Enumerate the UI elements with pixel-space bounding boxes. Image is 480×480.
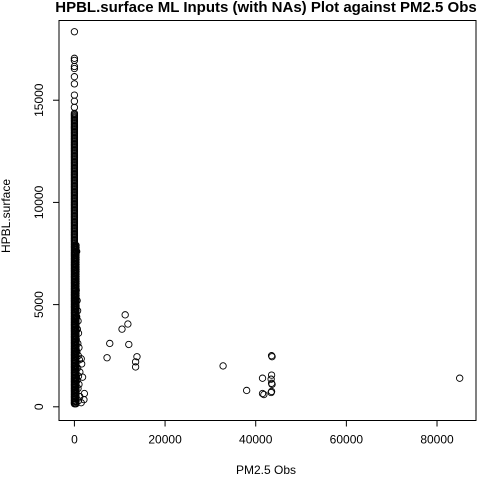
plot-frame (59, 21, 476, 421)
data-point-0-45 (122, 312, 128, 318)
data-point-0-6 (71, 81, 77, 87)
x-axis-label: PM2.5 Obs (236, 463, 296, 477)
y-tick-label-2: 10000 (32, 185, 46, 219)
data-point-0-8 (71, 98, 77, 104)
data-point-0-56 (259, 375, 265, 381)
data-point-0-5 (71, 74, 77, 80)
x-tick-label-1: 20000 (148, 433, 182, 447)
data-point-0-46 (125, 321, 131, 327)
data-point-0-9 (71, 104, 77, 110)
x-tick-label-2: 40000 (239, 433, 273, 447)
data-point-0-49 (126, 341, 132, 347)
data-point-0-67 (456, 375, 462, 381)
y-axis: 0 5000 10000 15000 (32, 83, 59, 410)
data-point-0-51 (104, 355, 110, 361)
x-tick-label-3: 60000 (330, 433, 364, 447)
data-point-0-40 (81, 390, 87, 396)
x-tick-label-4: 80000 (420, 433, 454, 447)
data-point-0-54 (220, 363, 226, 369)
data-point-0-0 (71, 29, 77, 35)
x-axis: 0 20000 40000 60000 80000 (71, 421, 454, 447)
chart-title: HPBL.surface ML Inputs (with NAs) Plot a… (55, 0, 476, 16)
data-point-0-55 (243, 387, 249, 393)
y-tick-label-3: 15000 (32, 83, 46, 117)
y-tick-label-0: 0 (32, 403, 46, 410)
data-point-0-47 (119, 326, 125, 332)
data-points (71, 29, 463, 407)
data-point-0-48 (107, 340, 113, 346)
y-axis-label: HPBL.surface (0, 179, 13, 253)
y-tick-label-1: 5000 (32, 291, 46, 318)
x-tick-label-0: 0 (71, 433, 78, 447)
data-point-0-7 (71, 92, 77, 98)
